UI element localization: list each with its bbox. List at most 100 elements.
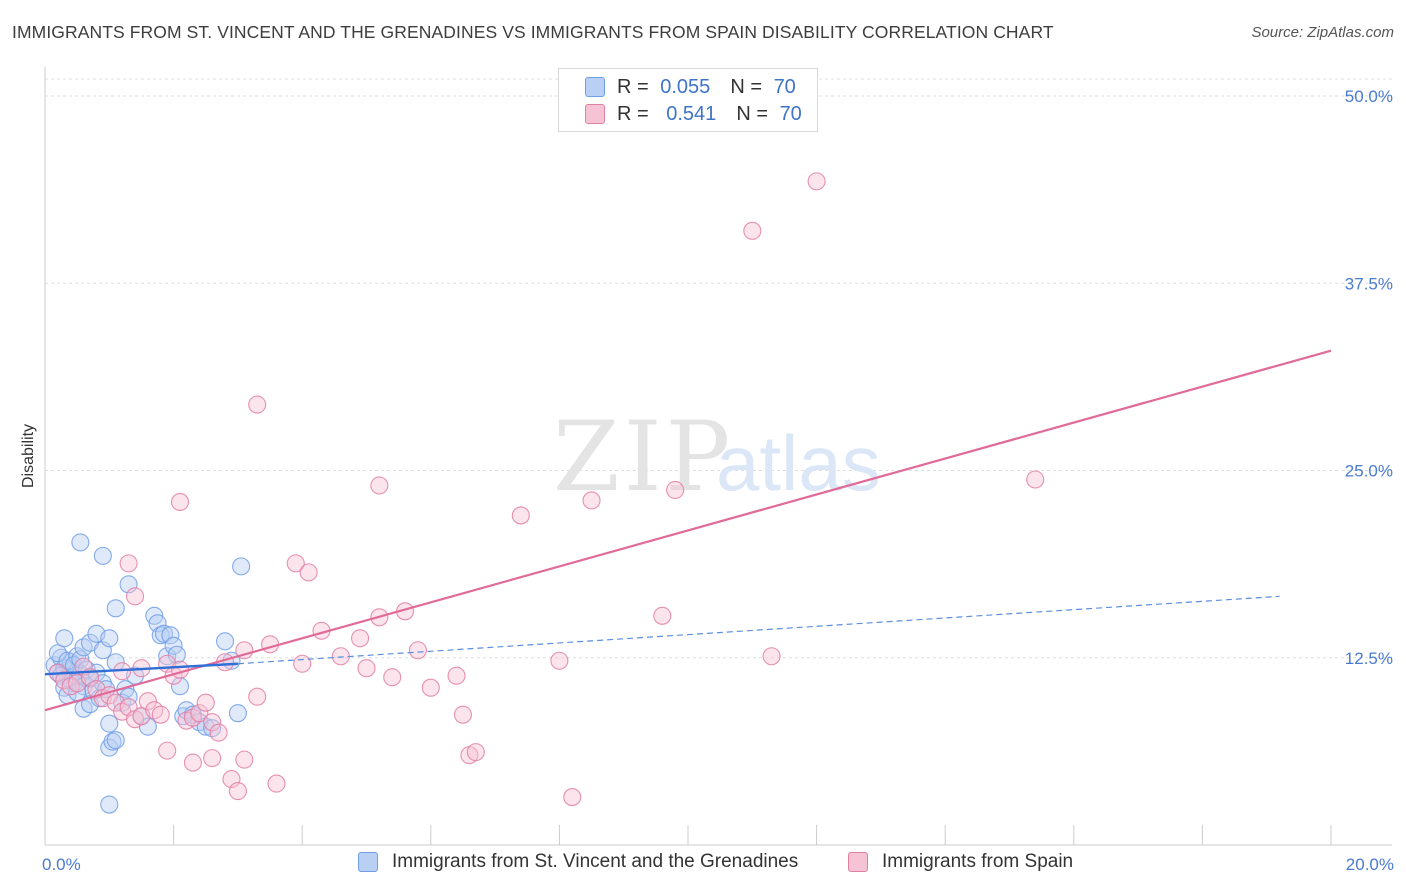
point-spain [351, 629, 370, 648]
legend-r-value: 0.541 [666, 102, 717, 125]
point-spain [228, 782, 247, 801]
point-spain [248, 687, 267, 706]
point-spain [151, 705, 170, 724]
point-st-vincent [48, 644, 67, 663]
point-st-vincent [93, 546, 112, 565]
series-legend-spain: Immigrants from Spain [848, 851, 1073, 873]
point-st-vincent [55, 629, 74, 648]
point-spain [125, 587, 145, 606]
chart-title: IMMIGRANTS FROM ST. VINCENT AND THE GREN… [12, 22, 1054, 42]
point-spain [267, 774, 286, 793]
legend-r-label: R = [617, 102, 649, 125]
point-spain [190, 704, 209, 723]
point-spain [447, 666, 466, 685]
series-legend-label: Immigrants from St. Vincent and the Gren… [392, 851, 799, 872]
point-spain [582, 491, 601, 510]
point-spain [383, 668, 402, 687]
axes [44, 67, 1392, 846]
point-spain [421, 678, 440, 697]
point-spain [357, 659, 376, 678]
data-points [45, 172, 1045, 814]
point-spain [511, 506, 530, 525]
watermark-atlas: atlas [716, 419, 881, 507]
point-st-vincent [148, 614, 167, 633]
point-spain [170, 492, 190, 512]
legend-r-label: R = [617, 75, 649, 98]
point-spain [158, 741, 177, 760]
legend-n-value: 70 [773, 75, 796, 98]
point-st-vincent [100, 795, 119, 814]
point-spain [299, 563, 318, 582]
series-legend: Immigrants from St. Vincent and the Gren… [0, 851, 1406, 879]
point-spain [466, 743, 485, 762]
point-spain [1026, 470, 1045, 489]
y-tick-label: 12.5% [1345, 649, 1393, 668]
source-label: Source: ZipAtlas.com [1251, 24, 1394, 41]
legend-r-value: 0.055 [660, 75, 711, 98]
watermark: ZIP atlas [553, 401, 881, 513]
trend-line-st-vincent [44, 662, 238, 676]
point-spain [453, 705, 473, 724]
point-st-vincent [215, 632, 235, 651]
point-spain [235, 750, 254, 769]
point-spain [563, 788, 582, 807]
point-st-vincent [103, 732, 122, 751]
legend-swatch-blue [585, 77, 605, 97]
series-swatch-pink [848, 852, 868, 872]
y-tick-label: 50.0% [1345, 87, 1393, 106]
series-swatch-blue [358, 852, 378, 872]
point-spain [370, 476, 389, 495]
tick-labels: 12.5% 25.0% 37.5% 50.0% 0.0% 20.0% [42, 87, 1394, 874]
point-st-vincent [232, 557, 251, 576]
point-st-vincent [151, 626, 170, 645]
point-spain [260, 635, 280, 654]
point-spain [209, 723, 228, 742]
point-spain [286, 554, 305, 573]
legend-row-spain: R = 0.541 N = 70 [585, 103, 802, 125]
point-spain [807, 172, 826, 191]
point-st-vincent [228, 704, 247, 723]
point-spain [293, 654, 312, 673]
point-spain [550, 651, 569, 670]
series-legend-label: Immigrants from Spain [882, 851, 1074, 872]
legend: R = 0.055 N = 70 R = 0.541 N = 70 [558, 68, 818, 132]
point-st-vincent [154, 624, 174, 643]
x-tick-label: 0.0% [42, 855, 81, 874]
point-spain [203, 713, 222, 732]
point-st-vincent [106, 731, 125, 750]
legend-row-st-vincent: R = 0.055 N = 70 [585, 76, 796, 98]
point-st-vincent [100, 629, 119, 648]
legend-n-value: 70 [779, 102, 802, 125]
y-tick-label: 25.0% [1345, 462, 1393, 481]
point-spain [119, 554, 138, 573]
trend-lines [44, 349, 1332, 712]
point-spain [762, 647, 781, 666]
point-st-vincent [71, 533, 90, 552]
point-st-vincent [158, 647, 177, 666]
point-st-vincent [161, 626, 180, 645]
point-spain [408, 641, 427, 660]
legend-swatch-pink [585, 104, 605, 124]
point-spain [653, 606, 672, 625]
point-spain [183, 753, 202, 772]
point-spain [666, 480, 685, 500]
point-spain [138, 692, 157, 711]
series-legend-st-vincent: Immigrants from St. Vincent and the Gren… [358, 851, 798, 873]
point-spain [196, 693, 215, 712]
y-axis-label: Disability [20, 424, 37, 488]
point-st-vincent [100, 714, 119, 733]
point-spain [331, 647, 350, 666]
legend-n-label: N = [736, 102, 768, 125]
point-spain [743, 221, 762, 240]
x-tick-label: 20.0% [1346, 855, 1394, 874]
point-spain [203, 749, 222, 768]
watermark-zip: ZIP [553, 401, 734, 513]
point-st-vincent [167, 645, 186, 664]
point-spain [248, 395, 267, 414]
legend-n-label: N = [730, 75, 762, 98]
point-st-vincent [106, 599, 125, 618]
trend-line-st-vincent-extension [237, 595, 1280, 665]
trend-line-spain [44, 349, 1332, 712]
y-tick-label: 37.5% [1345, 274, 1393, 293]
